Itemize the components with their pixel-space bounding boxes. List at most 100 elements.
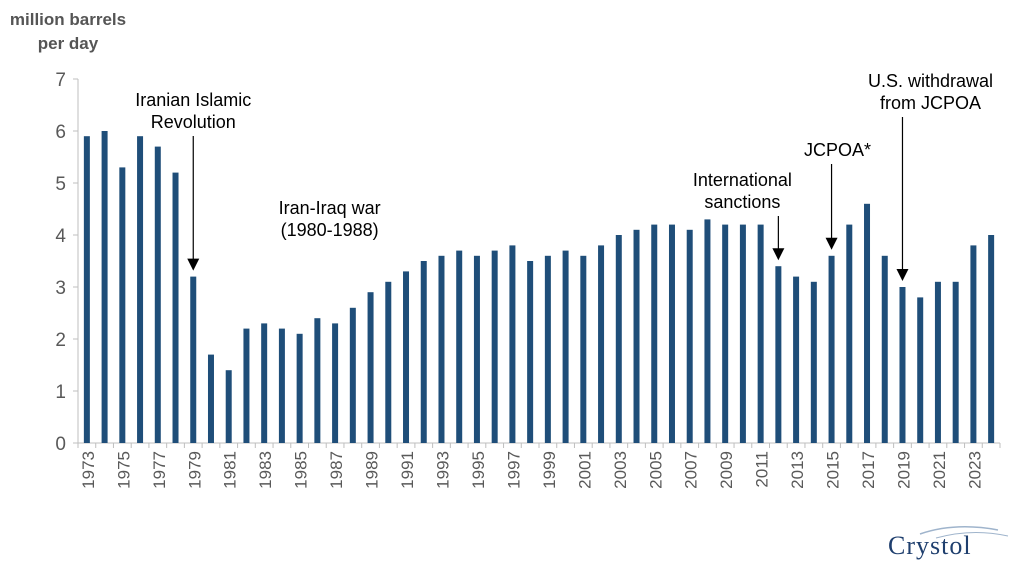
annotation-iranian-islamic-line2: Revolution [151,112,236,132]
bar-2024 [988,235,995,443]
x-tick-label-1991: 1991 [398,451,417,489]
y-tick-label: 6 [55,122,66,143]
bar-1998 [527,261,534,443]
bar-2019 [899,287,906,443]
annotation-iran-iraq-war-line2: (1980-1988) [281,220,379,240]
bar-2006 [668,224,675,443]
annotation-iranian-islamic-line1: Iranian Islamic [135,90,251,110]
bar-1973 [83,136,90,443]
x-tick-label-2003: 2003 [611,451,630,489]
bar-1995 [473,255,480,443]
bar-2017 [864,203,871,443]
x-tick-label-2021: 2021 [930,451,949,489]
annotation-u-s-withdrawal-line2: from JCPOA [880,93,981,113]
bar-2020 [917,297,924,443]
x-tick-label-2001: 2001 [575,451,594,489]
y-tick-label: 2 [55,330,66,351]
bar-2010 [739,224,746,443]
annotation-international-line1: International [693,170,792,190]
bar-1977 [154,146,161,443]
bar-1992 [420,261,427,443]
annotation-u-s-withdrawal-line1: U.S. withdrawal [868,71,993,91]
bar-1979 [190,276,197,443]
x-tick-label-1985: 1985 [292,451,311,489]
x-tick-label-1973: 1973 [79,451,98,489]
bar-2001 [580,255,587,443]
bar-2005 [651,224,658,443]
bar-2009 [722,224,729,443]
x-tick-label-2013: 2013 [788,451,807,489]
bar-1974 [101,131,108,443]
annotation-iranian-islamic-arrowhead [187,258,200,271]
bar-2022 [952,281,959,443]
annotation-u-s-withdrawal-arrowhead [896,269,909,281]
bar-2021 [934,281,941,443]
annotation-jcpoa-line1: JCPOA* [804,140,871,160]
y-axis-label-line1: million barrels [9,10,127,29]
bar-2007 [686,229,693,443]
bar-2018 [881,255,888,443]
bar-2015 [828,255,835,443]
x-tick-label-1981: 1981 [221,451,240,489]
bar-1984 [278,328,285,443]
x-tick-label-1997: 1997 [504,451,523,489]
annotation-international-arrowhead [772,248,785,261]
bar-2016 [846,224,853,443]
bar-1987 [332,323,339,443]
annotation-jcpoa-arrowhead [825,237,838,250]
bar-2013 [793,276,800,443]
x-tick-label-2011: 2011 [753,451,772,488]
bar-1978 [172,172,179,443]
y-tick-label: 7 [55,70,66,91]
bar-2000 [562,250,569,443]
y-tick-label: 1 [55,382,66,403]
bar-1981 [225,370,232,443]
x-tick-label-1993: 1993 [433,451,452,489]
x-tick-label-1983: 1983 [256,451,275,489]
bar-2012 [775,266,782,443]
x-tick-label-2019: 2019 [894,451,913,489]
bar-1975 [119,167,126,443]
bar-1996 [491,250,498,443]
bar-1986 [314,318,321,443]
x-tick-label-1977: 1977 [150,451,169,489]
y-axis-label-line2: per day [37,34,99,53]
bar-1976 [137,136,144,443]
bar-1999 [544,255,551,443]
bar-2014 [810,281,817,443]
x-tick-label-2015: 2015 [824,451,843,489]
y-tick-label: 3 [55,278,66,299]
x-tick-label-1987: 1987 [327,451,346,489]
annotation-international-line2: sanctions [704,192,780,212]
bar-2002 [598,245,605,443]
bar-1982 [243,328,250,443]
x-tick-label-2017: 2017 [859,451,878,489]
bar-1997 [509,245,516,443]
bar-1988 [349,307,356,443]
x-tick-label-2023: 2023 [965,451,984,489]
x-tick-label-1989: 1989 [363,451,382,489]
crystol-logo: Crystol [888,526,1009,560]
bar-1989 [367,292,374,443]
x-tick-label-1979: 1979 [185,451,204,489]
bar-2008 [704,219,711,443]
bar-1990 [385,281,392,443]
y-axis-label: million barrels per day [8,8,128,56]
x-tick-label-2009: 2009 [717,451,736,489]
bar-2011 [757,224,764,443]
bar-1980 [207,354,214,443]
y-tick-label: 0 [55,434,66,455]
bar-1993 [438,255,445,443]
y-tick-label: 4 [55,226,66,247]
bar-1985 [296,333,303,443]
x-tick-label-1995: 1995 [469,451,488,489]
x-tick-label-1999: 1999 [540,451,559,489]
bar-2003 [615,235,622,443]
bar-2004 [633,229,640,443]
bar-1983 [261,323,268,443]
x-tick-label-2007: 2007 [682,451,701,489]
y-tick-label: 5 [55,174,66,195]
bar-1991 [403,271,410,443]
x-tick-label-2005: 2005 [646,451,665,489]
